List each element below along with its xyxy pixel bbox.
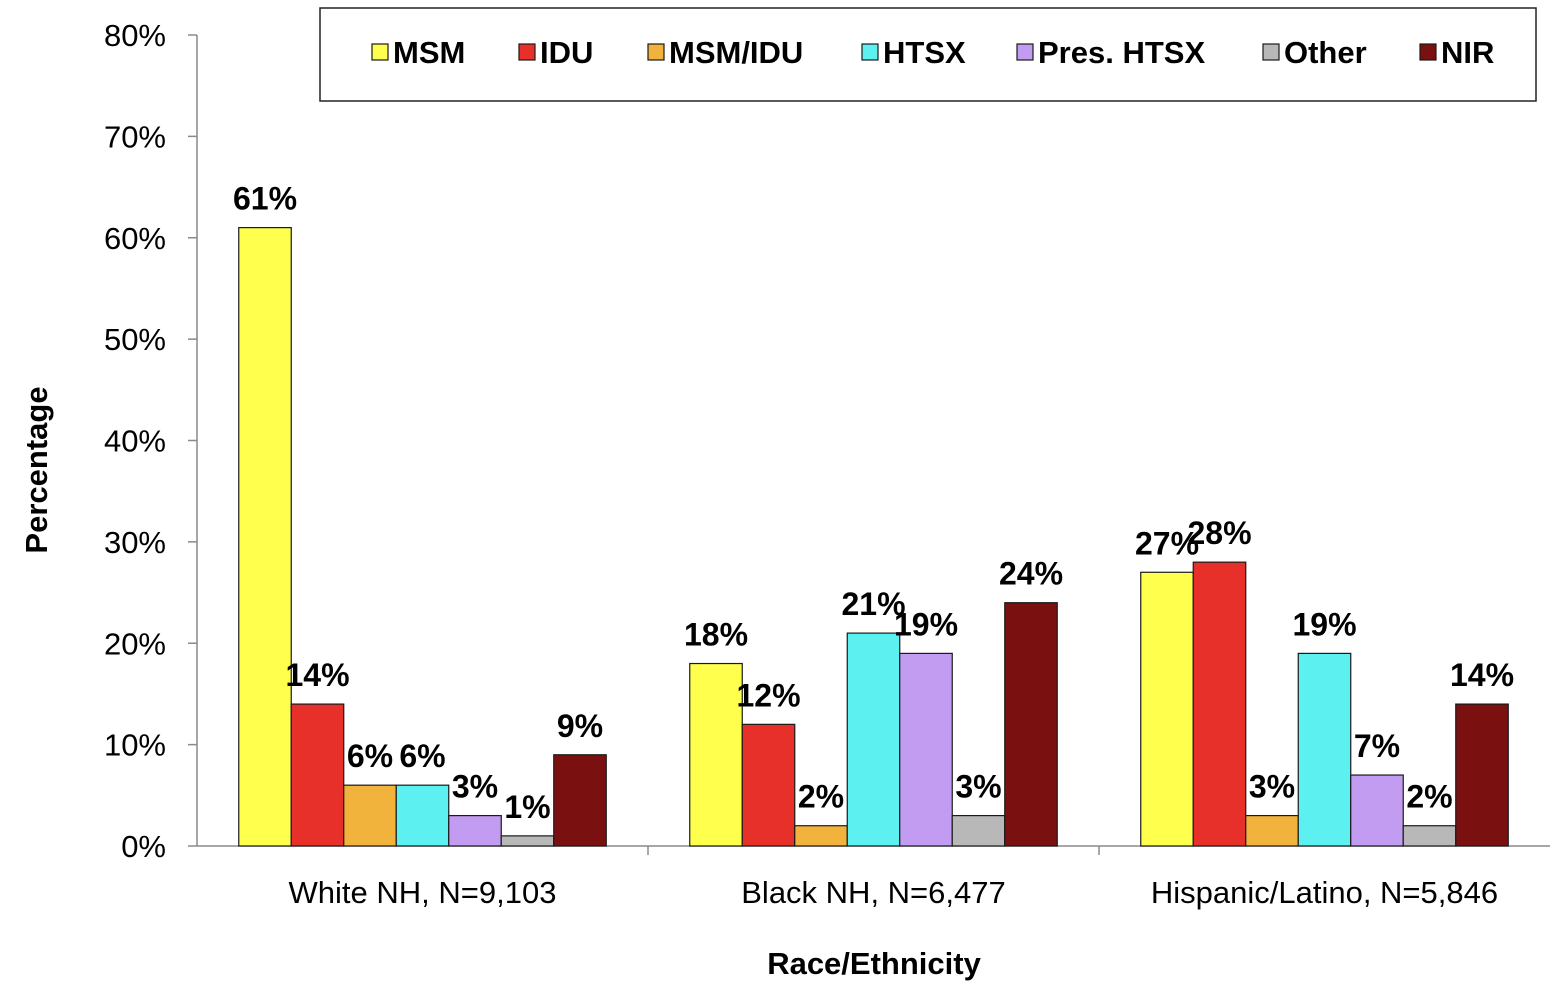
bar [1192,561,1247,847]
bar [1140,571,1194,847]
data-label: 3% [955,769,1001,805]
bar [741,723,796,847]
x-axis-title: Race/Ethnicity [767,946,981,981]
bar [951,814,1006,847]
bar [1245,814,1299,847]
data-label: 1% [504,789,550,825]
legend-label: MSM [393,35,465,70]
legend-label: IDU [540,35,593,70]
data-label: 3% [452,769,498,805]
bar [1402,825,1457,847]
data-label: 9% [557,708,603,744]
data-label: 24% [999,556,1063,592]
y-tick-label: 50% [104,322,166,357]
legend-swatch [1262,43,1280,61]
bar [846,632,901,847]
bar [1455,703,1509,847]
y-tick-label: 20% [104,626,166,661]
data-label: 18% [684,617,748,653]
bar [1350,774,1404,847]
legend-label: Pres. HTSX [1038,35,1205,70]
legend-swatch [518,43,536,61]
legend-label: MSM/IDU [669,35,803,70]
legend-swatch [861,43,879,61]
bar [395,784,450,847]
bar [500,835,555,847]
data-label: 2% [798,779,844,815]
bar [238,227,292,847]
legend-label: Other [1284,35,1367,70]
y-tick-label: 40% [104,424,166,459]
legend-label: NIR [1441,35,1494,70]
bar [553,754,607,847]
x-category-label: Hispanic/Latino, N=5,846 [1151,875,1498,910]
data-label: 14% [1450,657,1514,693]
y-tick-label: 80% [104,18,166,53]
data-label: 2% [1406,779,1452,815]
data-label: 27% [1135,525,1199,561]
data-label: 12% [736,677,800,713]
bar [343,784,397,847]
data-label: 28% [1187,515,1251,551]
legend-swatch [371,43,389,61]
data-label: 21% [841,586,905,622]
data-label: 7% [1354,728,1400,764]
y-tick-label: 10% [104,728,166,763]
bar [290,703,345,847]
bar [1297,652,1352,847]
legend-label: HTSX [883,35,966,70]
data-label: 61% [233,181,297,217]
data-label: 14% [285,657,349,693]
x-category-label: Black NH, N=6,477 [741,875,1005,910]
x-category-label: White NH, N=9,103 [289,875,557,910]
data-label: 19% [894,606,958,642]
y-tick-label: 70% [104,119,166,154]
bar [689,662,743,847]
data-label: 19% [1292,606,1356,642]
bar [794,825,848,847]
legend-swatch [647,43,665,61]
bar [899,652,953,847]
bar [1004,602,1058,847]
y-tick-label: 0% [121,829,166,864]
bar [448,814,502,847]
data-label: 3% [1249,769,1295,805]
y-tick-label: 60% [104,221,166,256]
legend-swatch [1419,43,1437,61]
y-tick-label: 30% [104,525,166,560]
data-label: 6% [347,738,393,774]
data-label: 6% [399,738,445,774]
y-axis-title: Percentage [19,386,54,553]
legend-swatch [1016,43,1034,61]
